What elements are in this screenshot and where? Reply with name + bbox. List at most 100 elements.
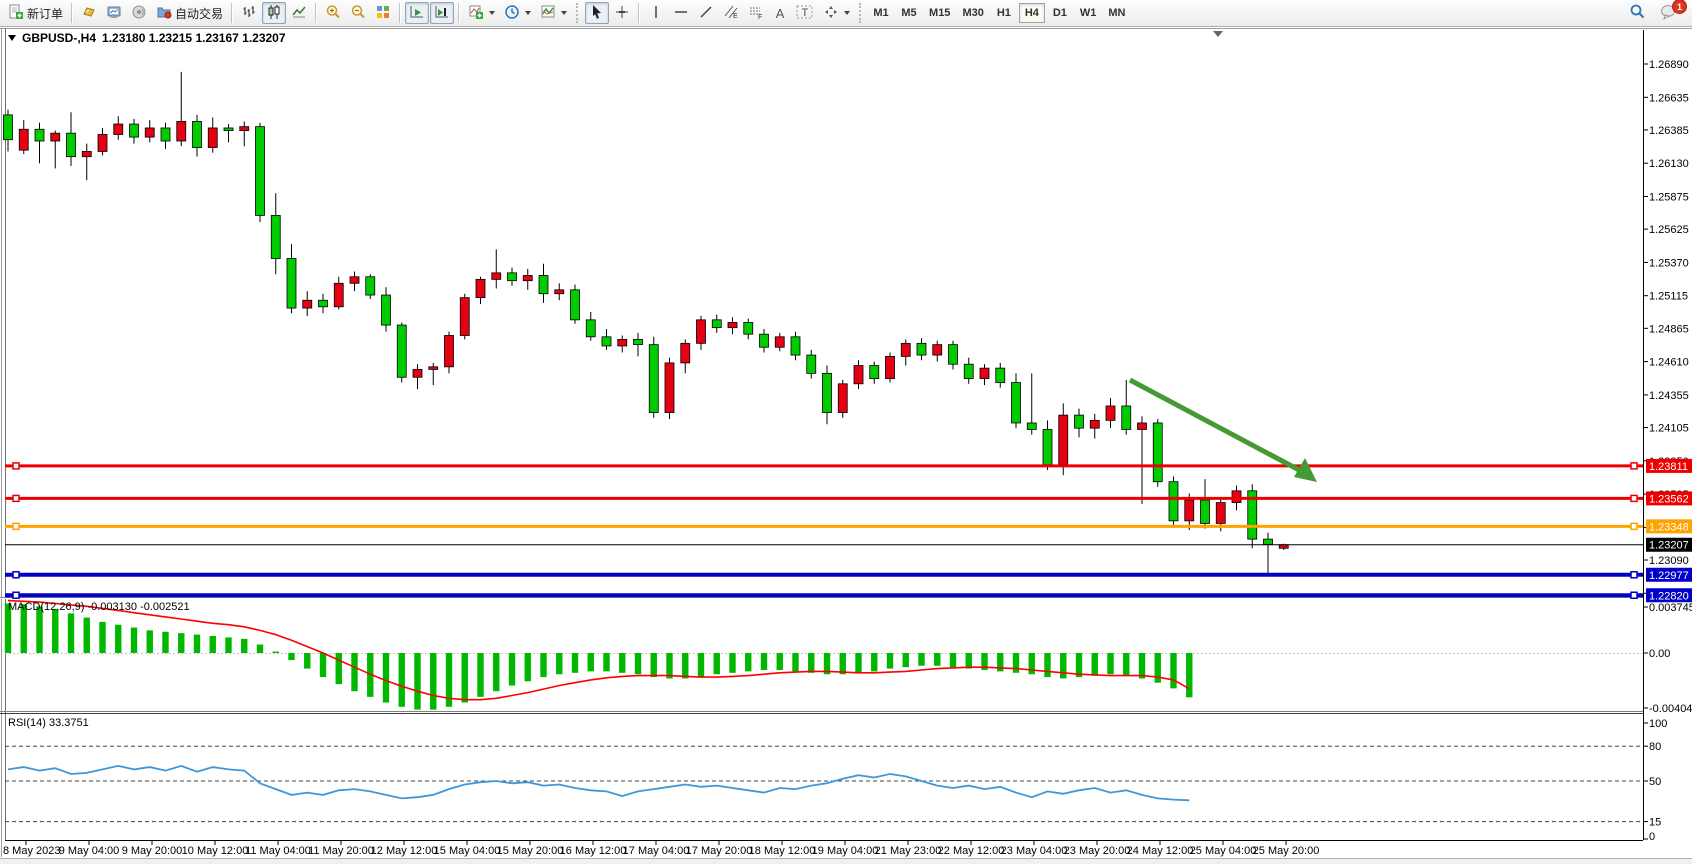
macd-bar xyxy=(1107,653,1114,675)
fibonacci-tool-button[interactable]: F xyxy=(744,2,768,24)
candle-down xyxy=(129,123,139,138)
timeframe-button-m1[interactable]: M1 xyxy=(873,7,889,19)
timeframe-button-h1[interactable]: H1 xyxy=(996,7,1011,19)
horizontal-line-tool-button[interactable] xyxy=(669,2,693,24)
level-lines[interactable] xyxy=(5,462,1643,600)
candle-up xyxy=(727,322,738,329)
tile-windows-button[interactable] xyxy=(371,2,395,24)
toolbar-grip[interactable] xyxy=(859,3,863,23)
macd-bar xyxy=(540,653,547,678)
line-handle[interactable] xyxy=(12,571,20,579)
time-tick-label: 25 May 04:00 xyxy=(1190,845,1257,857)
candle-up xyxy=(885,355,895,379)
candle-down xyxy=(633,339,643,346)
macd-bar xyxy=(839,653,846,675)
vertical-line-tool-button[interactable] xyxy=(644,2,668,24)
new-order-button[interactable]: 新订单 xyxy=(4,2,67,24)
macd-bar xyxy=(556,653,563,675)
macd-bar xyxy=(587,653,594,672)
macd-bar xyxy=(823,653,831,675)
auto-trading-button[interactable]: 自动交易 xyxy=(152,2,227,24)
time-tick-label: 11 May 20:00 xyxy=(308,845,374,857)
macd-bar xyxy=(430,653,437,710)
macd-bar xyxy=(130,627,138,653)
timeframe-button-mn[interactable]: MN xyxy=(1108,7,1126,19)
trend-arrow-annotation[interactable] xyxy=(1128,377,1317,482)
crosshair-tool-button[interactable] xyxy=(610,2,634,24)
macd-bar xyxy=(193,634,201,653)
zoom-out-button[interactable] xyxy=(346,2,370,24)
rsi-line xyxy=(7,764,1190,802)
rsi-tick-label: 15 xyxy=(1649,817,1661,829)
time-tick-label: 9 May 20:00 xyxy=(122,845,183,857)
macd-bar xyxy=(965,653,972,669)
timeframe-button-w1[interactable]: W1 xyxy=(1079,7,1097,19)
separator xyxy=(231,3,234,23)
price-tick-label: 1.25370 xyxy=(1649,257,1689,269)
timeframe-button-d1[interactable]: D1 xyxy=(1052,7,1067,19)
price-line-label: 1.23562 xyxy=(1649,493,1689,505)
line-handle[interactable] xyxy=(1630,571,1638,579)
macd-bar xyxy=(1123,653,1130,676)
search-button[interactable] xyxy=(1625,2,1650,24)
candle-down xyxy=(995,367,1006,383)
add-indicator-icon xyxy=(468,4,484,23)
candle-up xyxy=(1137,422,1147,430)
chart-shift-button[interactable] xyxy=(430,2,455,24)
line-handle[interactable] xyxy=(12,462,20,470)
timeframe-button-m15[interactable]: M15 xyxy=(929,7,951,19)
separator xyxy=(638,3,641,23)
candle-down xyxy=(1011,382,1021,424)
macd-bar xyxy=(949,653,957,668)
line-handle[interactable] xyxy=(1630,462,1638,470)
candle-down xyxy=(585,319,596,338)
templates-button[interactable] xyxy=(536,2,571,24)
add-indicator-button[interactable] xyxy=(464,2,499,24)
candle-up xyxy=(349,276,360,284)
line-handle[interactable] xyxy=(1630,522,1638,531)
trendline-tool-button[interactable] xyxy=(694,2,718,24)
arrows-tool-button[interactable] xyxy=(819,2,854,24)
period-button[interactable] xyxy=(500,2,535,24)
line-handle[interactable] xyxy=(12,522,20,531)
candle-down xyxy=(790,336,801,356)
terminal-window-button[interactable] xyxy=(102,2,126,24)
signals-button[interactable] xyxy=(127,2,151,24)
text-label-tool-button[interactable]: T xyxy=(792,2,818,24)
price-line-label: 1.23348 xyxy=(1649,521,1689,533)
text-tool-button[interactable]: A xyxy=(769,2,791,24)
candlestick-mode-button[interactable] xyxy=(262,2,287,24)
zoom-in-button[interactable] xyxy=(321,2,345,24)
candle-up xyxy=(475,278,486,299)
chart-frame xyxy=(0,28,1692,864)
candle-down xyxy=(963,363,974,379)
equidistant-channel-tool-button[interactable]: E xyxy=(719,2,743,24)
market-watch-button[interactable] xyxy=(77,2,101,24)
macd-bar xyxy=(4,603,12,653)
monitor-icon xyxy=(106,4,122,23)
toolbar-grip[interactable] xyxy=(576,3,580,23)
time-tick-label: 16 May 12:00 xyxy=(560,845,627,857)
line-chart-mode-button[interactable] xyxy=(287,2,311,24)
macd-bar xyxy=(493,653,500,692)
timeframe-button-h4[interactable]: H4 xyxy=(1018,3,1045,23)
line-handle[interactable] xyxy=(12,591,20,600)
macd-bar xyxy=(902,653,909,668)
tile-windows-icon xyxy=(375,4,391,23)
cursor-tool-button[interactable] xyxy=(585,2,610,24)
line-handle[interactable] xyxy=(1630,591,1638,600)
candle-down xyxy=(601,336,612,347)
line-handle[interactable] xyxy=(1630,494,1638,503)
line-handle[interactable] xyxy=(12,494,20,503)
bar-chart-mode-button[interactable] xyxy=(237,2,261,24)
symbol-dropdown-icon[interactable] xyxy=(8,35,16,41)
candle-up xyxy=(1215,502,1226,524)
candle-down xyxy=(1263,538,1273,545)
chart-shift-marker[interactable] xyxy=(1213,31,1223,37)
auto-scroll-button[interactable] xyxy=(405,2,430,24)
notifications-button[interactable]: 1 xyxy=(1656,0,1687,24)
timeframe-button-m30[interactable]: M30 xyxy=(962,7,984,19)
timeframe-button-m5[interactable]: M5 xyxy=(901,7,917,19)
